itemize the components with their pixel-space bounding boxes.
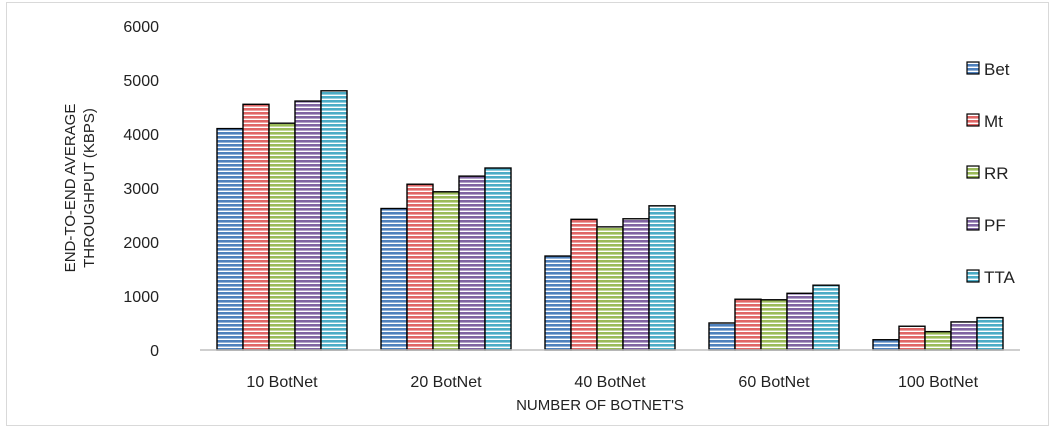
bar-pf-40-botnet [622, 218, 650, 351]
y-axis-title: END-TO-END AVERAGE THROUGHPUT (KBPS) [62, 104, 98, 273]
bar-bet-20-botnet [380, 207, 408, 351]
bar-mt-60-botnet [734, 298, 762, 351]
bar-rr-100-botnet [924, 330, 952, 351]
y-tick-labels: 0 1000 2000 3000 4000 5000 6000 [123, 19, 159, 360]
y-tick-label: 3000 [123, 181, 159, 198]
y-axis-title-line-2: THROUGHPUT (KBPS) [81, 108, 98, 268]
bar-mt-100-botnet [898, 325, 926, 351]
bar-bet-60-botnet [708, 322, 736, 351]
bar-pf-100-botnet [950, 321, 978, 351]
y-tick-label: 6000 [123, 19, 159, 36]
x-tick-labels: 10 BotNet 20 BotNet 40 BotNet 60 BotNet 100 … [246, 374, 978, 391]
bar-bet-10-botnet [216, 127, 244, 351]
bar-tta-40-botnet [648, 205, 676, 351]
bar-mt-10-botnet [242, 103, 270, 351]
bar-pf-20-botnet [458, 175, 486, 351]
bar-rr-10-botnet [268, 122, 296, 351]
legend-label-tta: TTA [984, 268, 1016, 287]
bar-mt-40-botnet [570, 218, 598, 351]
y-tick-label: 1000 [123, 289, 159, 306]
legend-label-mt: Mt [984, 112, 1003, 131]
legend: Bet Mt RR PF TTA [966, 60, 1016, 287]
legend-label-rr: RR [984, 164, 1009, 183]
y-tick-label: 4000 [123, 127, 159, 144]
legend-label-pf: PF [984, 216, 1006, 235]
bar-pf-10-botnet [294, 100, 322, 351]
bars [216, 90, 1004, 351]
bar-bet-100-botnet [872, 339, 900, 351]
bar-mt-20-botnet [406, 183, 434, 351]
legend-swatch-mt [966, 113, 980, 127]
x-tick-label: 40 BotNet [574, 374, 646, 391]
y-tick-label: 2000 [123, 235, 159, 252]
x-tick-label: 100 BotNet [898, 374, 979, 391]
chart-frame [6, 2, 1049, 426]
y-tick-label: 5000 [123, 73, 159, 90]
legend-swatch-tta [966, 269, 980, 283]
bar-tta-60-botnet [812, 284, 840, 351]
legend-swatch-pf [966, 217, 980, 231]
bar-bet-40-botnet [544, 255, 572, 351]
bar-tta-10-botnet [320, 90, 348, 351]
bar-tta-20-botnet [484, 167, 512, 351]
legend-swatch-rr [966, 165, 980, 179]
y-tick-label: 0 [150, 343, 159, 360]
bar-rr-40-botnet [596, 226, 624, 351]
x-tick-label: 10 BotNet [246, 374, 318, 391]
bar-rr-60-botnet [760, 299, 788, 351]
legend-label-bet: Bet [984, 60, 1010, 79]
x-tick-label: 20 BotNet [410, 374, 482, 391]
bar-rr-20-botnet [432, 191, 460, 351]
x-tick-label: 60 BotNet [738, 374, 810, 391]
legend-swatch-bet [966, 61, 980, 75]
y-axis-title-line-1: END-TO-END AVERAGE [62, 104, 79, 273]
x-axis-title: NUMBER OF BOTNET'S [516, 397, 684, 414]
bar-pf-60-botnet [786, 292, 814, 351]
bar-tta-100-botnet [976, 316, 1004, 351]
